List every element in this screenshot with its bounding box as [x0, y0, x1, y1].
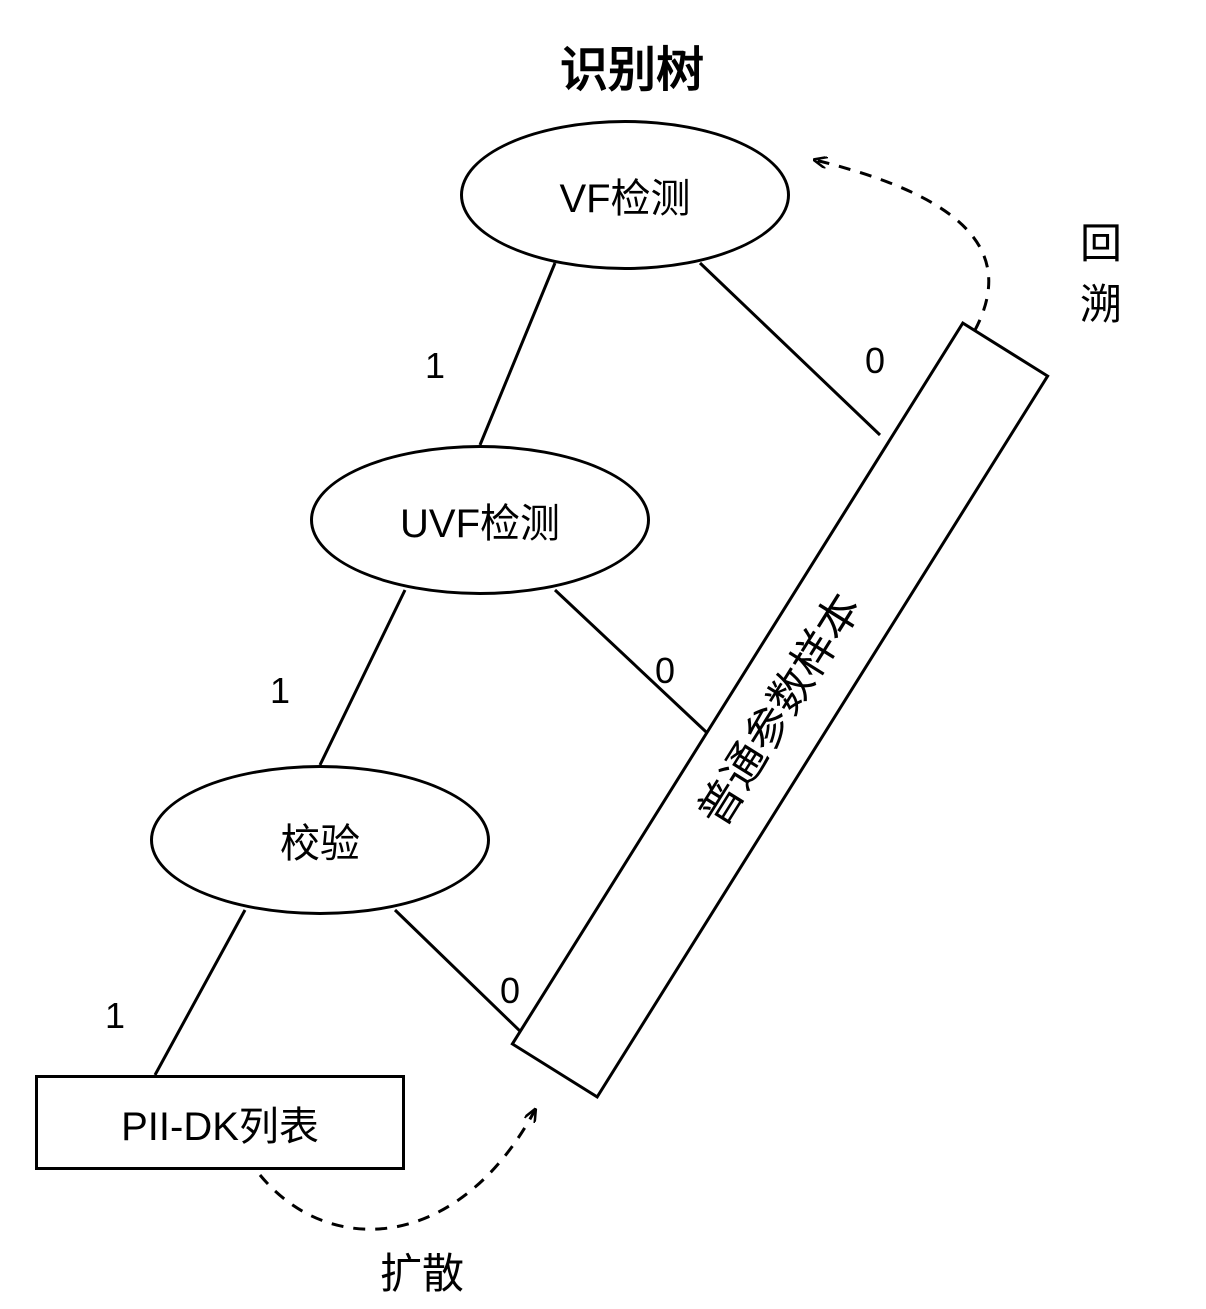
node-normal-label: 普通参数样本	[689, 585, 870, 835]
node-verify: 校验	[150, 765, 490, 915]
edge-verify-pii	[155, 910, 245, 1075]
node-pii-label: PII-DK列表	[121, 1094, 319, 1152]
edge-vf-normal	[700, 263, 880, 435]
node-pii: PII-DK列表	[35, 1075, 405, 1170]
edge-label-verify-normal: 0	[500, 970, 520, 1012]
edge-label-uvf-normal: 0	[655, 650, 675, 692]
annotation-return: 回溯	[1080, 210, 1122, 332]
node-uvf: UVF检测	[310, 445, 650, 595]
edge-label-uvf-verify: 1	[270, 670, 290, 712]
edge-vf-uvf	[480, 263, 555, 445]
edge-label-verify-pii: 1	[105, 995, 125, 1037]
node-vf: VF检测	[460, 120, 790, 270]
edge-label-vf-normal: 0	[865, 340, 885, 382]
diagram-title: 识别树	[560, 30, 704, 100]
dashed-arrow-return	[815, 160, 989, 384]
edge-uvf-normal	[555, 590, 720, 745]
node-vf-label: VF检测	[559, 166, 690, 224]
node-normal	[512, 323, 1047, 1097]
node-verify-label: 校验	[280, 811, 360, 869]
edge-verify-normal	[395, 910, 555, 1065]
node-uvf-label: UVF检测	[400, 491, 560, 549]
edge-label-vf-uvf: 1	[425, 345, 445, 387]
edge-uvf-verify	[320, 590, 405, 765]
annotation-diffuse: 扩散	[380, 1240, 464, 1301]
